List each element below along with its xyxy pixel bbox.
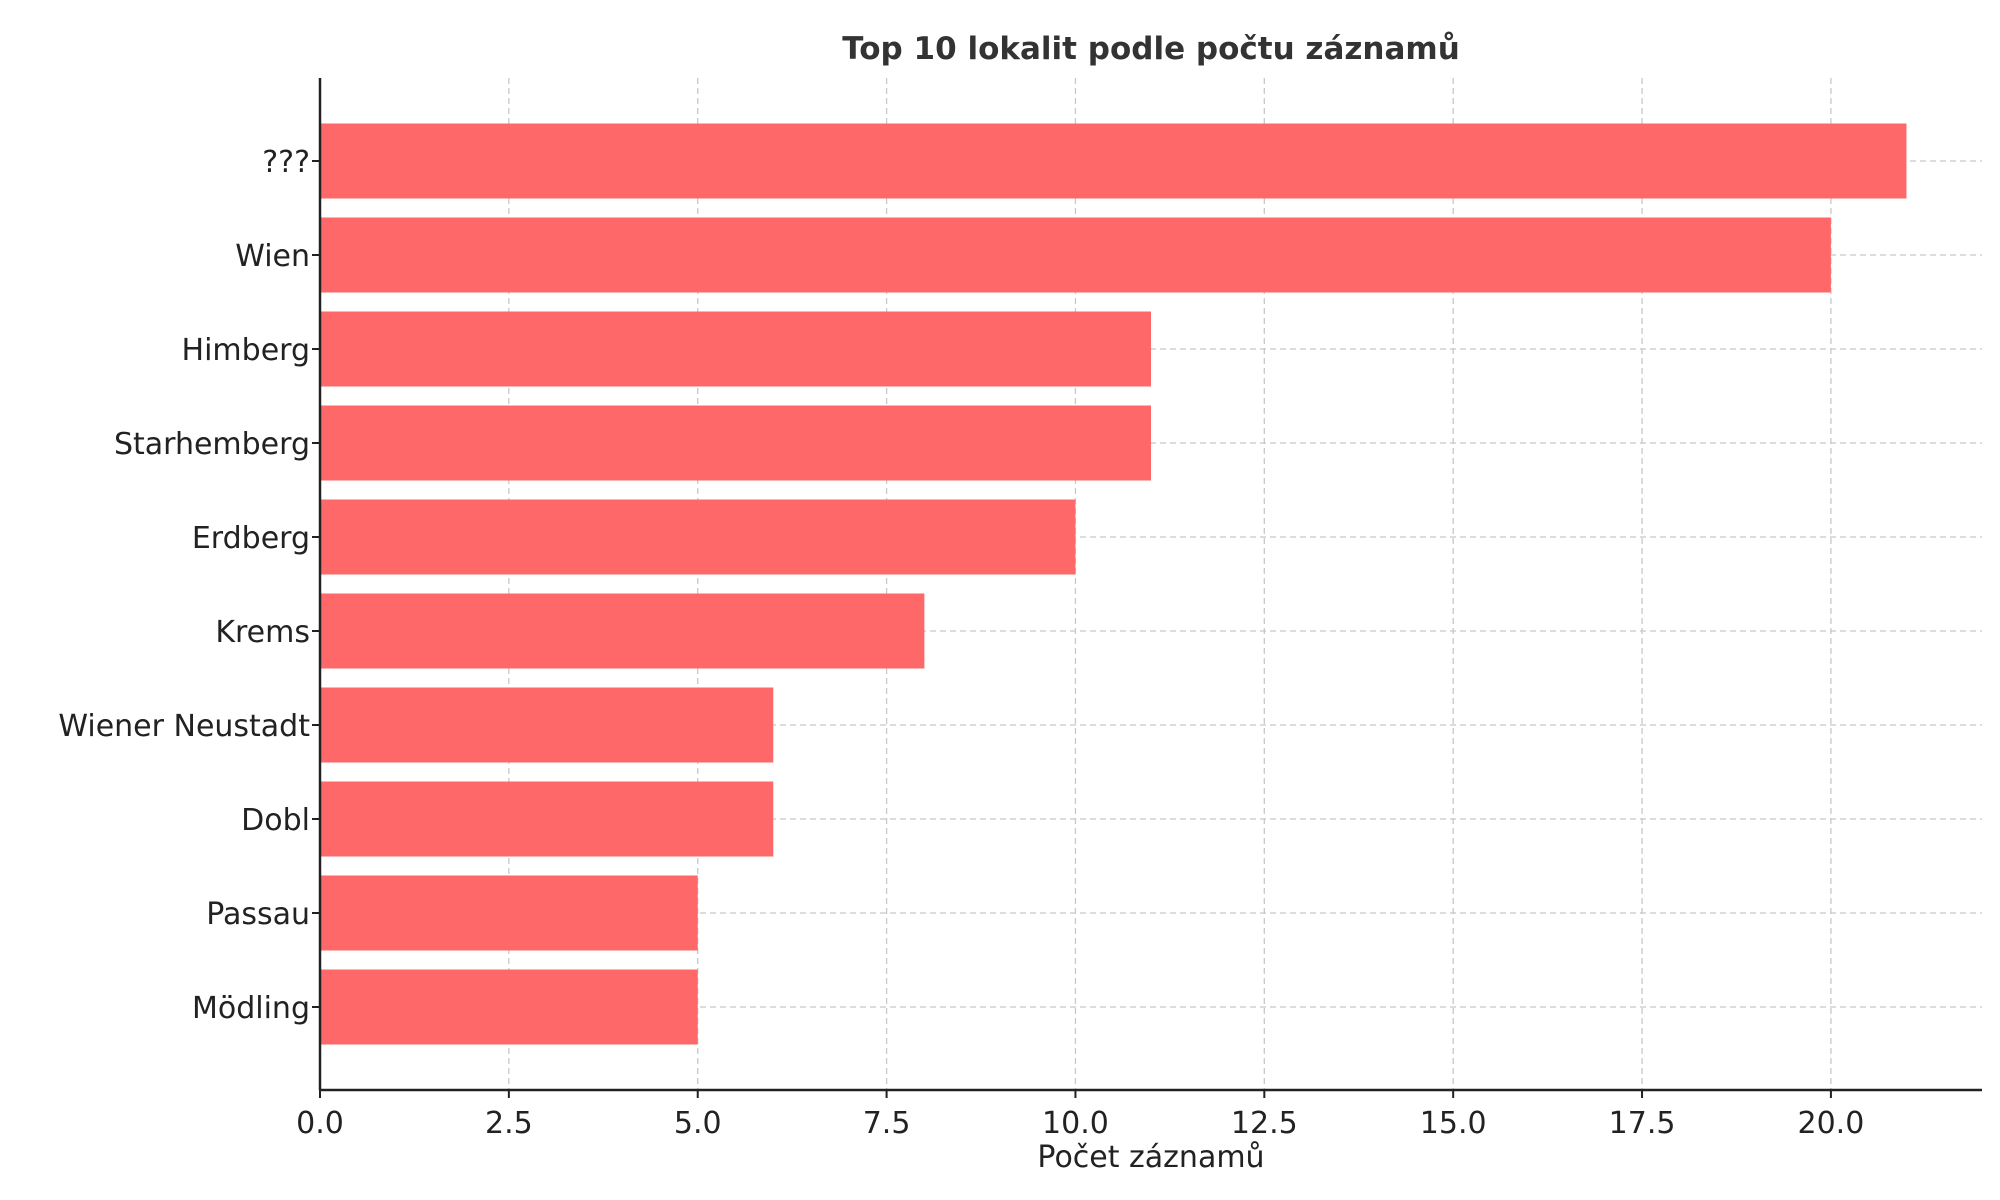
x-tick-label: 20.0 [1798,1106,1865,1141]
x-tick-label: 12.5 [1231,1106,1298,1141]
bar [320,499,1076,575]
bar [320,217,1831,293]
bar [320,311,1151,387]
bar [320,405,1151,481]
bar [320,123,1907,199]
x-tick-label: 15.0 [1420,1106,1487,1141]
x-tick-label: 0.0 [296,1106,344,1141]
bars [320,123,1907,1045]
y-tick-label: Passau [206,897,310,932]
bar [320,687,774,763]
y-tick-label: Wien [235,239,310,274]
x-tick-label: 2.5 [485,1106,533,1141]
y-tick-label: Erdberg [192,521,310,556]
x-tick-label: 5.0 [674,1106,722,1141]
axes [318,78,1982,1092]
bar [320,781,774,857]
x-tick-label: 10.0 [1042,1106,1109,1141]
x-axis-title: Počet záznamů [1037,1140,1264,1175]
x-tick-label: 7.5 [863,1106,911,1141]
x-tick-label: 17.5 [1609,1106,1676,1141]
y-tick-label: Mödling [192,991,310,1026]
y-tick-label: Himberg [182,333,310,368]
y-tick-label: Krems [215,615,310,650]
y-tick-label: Dobl [241,803,310,838]
x-axis-ticks: 0.0 2.5 5.0 7.5 10.0 12.5 15.0 17.5 20.0 [296,1090,1864,1141]
bar [320,875,698,951]
y-tick-label: Wiener Neustadt [58,709,310,744]
y-axis-ticks: ??? Wien Himberg Starhemberg Erdberg Krems Wie… [58,145,320,1026]
y-tick-label: Starhemberg [114,427,310,462]
chart-title: Top 10 lokalit podle počtu záznamů [842,31,1460,67]
bar [320,969,698,1045]
y-tick-label: ??? [262,145,310,180]
bar [320,593,925,669]
